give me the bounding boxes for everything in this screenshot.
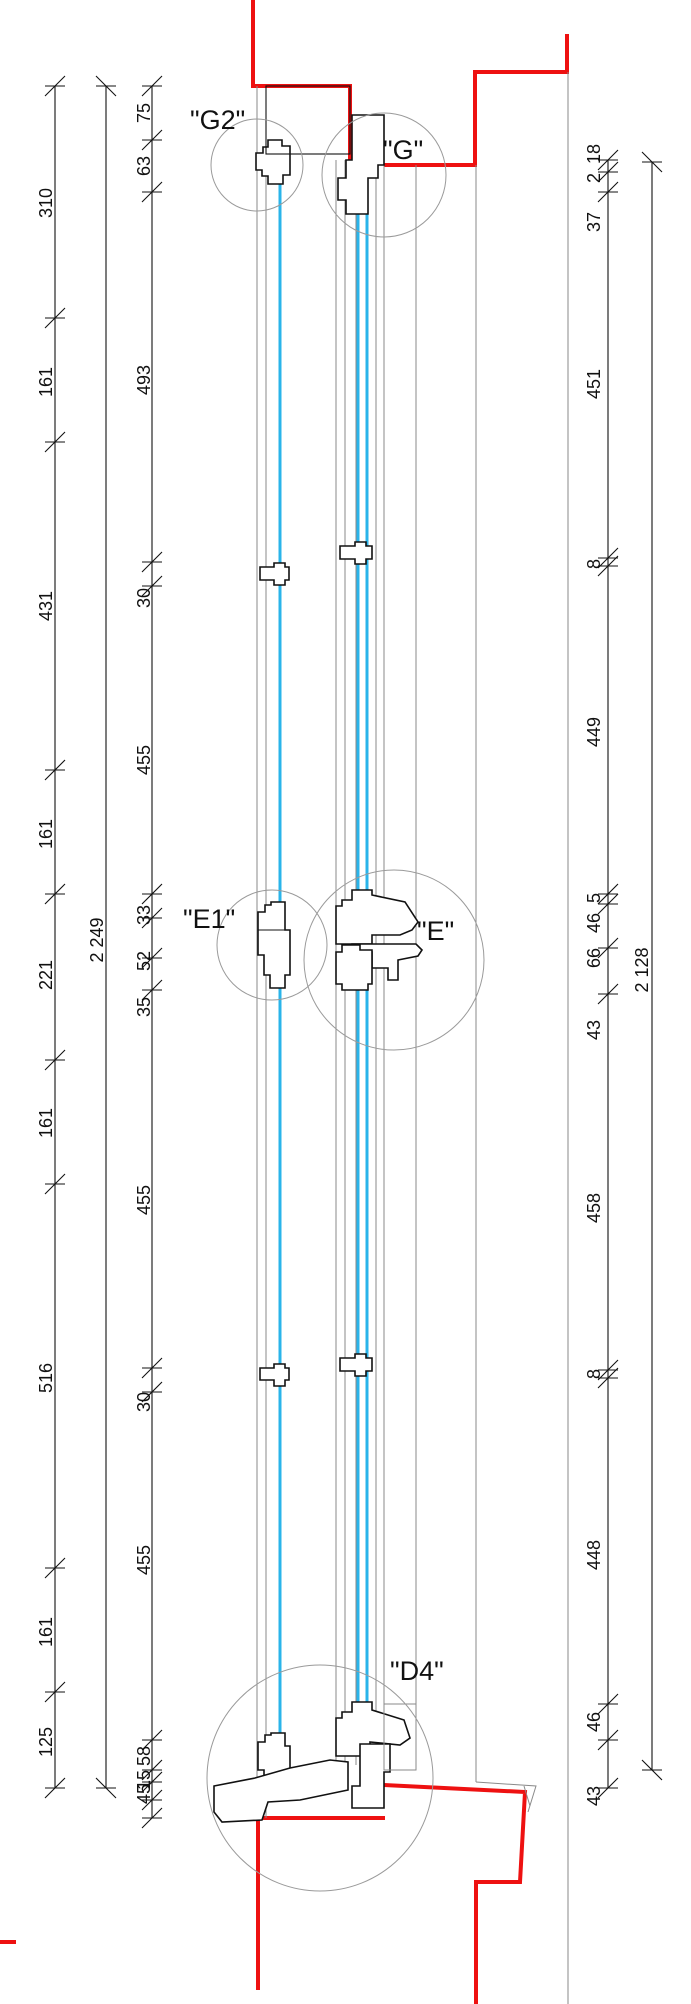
wall-top-left xyxy=(251,0,352,162)
dim-total-right-label: 2 128 xyxy=(632,947,652,992)
dim-left-outer-label-1: 161 xyxy=(36,367,56,397)
dim-left-inner-label-8: 455 xyxy=(134,1185,154,1215)
dim-total-right: 2 128 xyxy=(632,151,663,1781)
profile-g xyxy=(337,114,385,215)
glazing-bar-lower-left xyxy=(259,1363,290,1387)
profile-d4-sill xyxy=(213,1759,349,1823)
dim-right-inner-label-2: 37 xyxy=(584,212,604,232)
dim-right-inner-label-0: 2 xyxy=(584,173,604,183)
dim-left-outer-label-7: 161 xyxy=(36,1617,56,1647)
profiles xyxy=(213,85,537,1823)
dim-right-inner-label-1: 18 xyxy=(584,144,604,164)
callout-g2: "G2" xyxy=(190,105,245,135)
wall-outline xyxy=(0,0,569,2004)
dim-right-inner-label-5: 449 xyxy=(584,717,604,747)
dim-left-inner-label-11: 58 xyxy=(134,1746,154,1766)
dim-right-inner-label-4: 8 xyxy=(584,559,604,569)
dim-left-inner-label-0: 75 xyxy=(134,103,154,123)
detail-circle-g xyxy=(321,112,447,238)
dim-right-inner-label-8: 66 xyxy=(584,948,604,968)
detail-circle-d4 xyxy=(206,1664,434,1892)
profile-e-lower xyxy=(335,944,373,991)
detail-circles xyxy=(206,112,485,1892)
glazing-bar-upper-right xyxy=(339,541,373,565)
dim-total-left-label: 2 249 xyxy=(87,917,107,962)
dim-left-outer-label-2: 431 xyxy=(36,591,56,621)
dim-left-inner-label-3: 30 xyxy=(134,588,154,608)
dim-left-outer-label-4: 221 xyxy=(36,960,56,990)
detail-circle-e1 xyxy=(216,889,328,1001)
dim-left-inner-label-1: 63 xyxy=(134,156,154,176)
dim-left-inner-label-13: 45 xyxy=(134,1784,154,1804)
callout-e1: "E1" xyxy=(183,904,235,934)
profile-e xyxy=(335,889,419,945)
detail-circle-g2 xyxy=(210,118,304,212)
dim-total-left: 2 249 xyxy=(87,75,117,1799)
dim-left-inner-label-9: 30 xyxy=(134,1392,154,1412)
profile-g2 xyxy=(255,139,291,185)
dim-right-inner-label-3: 451 xyxy=(584,369,604,399)
dim-right-inner-label-7: 46 xyxy=(584,913,604,933)
dim-chain-right-inner: 2 18 37 451 8 449 5 46 66 43 458 8 448 46 43 xyxy=(584,144,619,1806)
dim-right-inner-label-9: 43 xyxy=(584,1020,604,1040)
callout-g: "G" xyxy=(383,135,423,165)
callout-d4: "D4" xyxy=(390,1656,444,1686)
wall-bottom-left xyxy=(256,1816,385,1990)
dim-left-inner-label-7: 35 xyxy=(134,997,154,1017)
detail-circle-e xyxy=(303,869,485,1051)
dim-left-inner-label-2: 493 xyxy=(134,365,154,395)
dim-left-inner-label-12: 15 xyxy=(134,1770,154,1790)
wall-bottom-right xyxy=(383,1783,528,2004)
dim-left-inner-label-4: 455 xyxy=(134,745,154,775)
dim-left-outer-label-8: 125 xyxy=(36,1727,56,1757)
dim-chain-left-outer: 310 161 431 161 221 161 516 161 125 xyxy=(36,75,66,1799)
dim-left-outer-label-3: 161 xyxy=(36,819,56,849)
profile-d4-inner xyxy=(351,1743,391,1809)
dim-left-inner-label-5: 33 xyxy=(134,905,154,925)
dim-left-inner-label-10: 455 xyxy=(134,1545,154,1575)
callout-labels: "G2" "G" "E1" "E" "D4" xyxy=(183,105,454,1686)
glazing-bar-lower-right xyxy=(339,1353,373,1377)
dim-right-inner-label-6: 5 xyxy=(584,893,604,903)
dim-left-outer-label-5: 161 xyxy=(36,1108,56,1138)
dim-right-inner-label-14: 43 xyxy=(584,1786,604,1806)
dim-right-inner-label-10: 458 xyxy=(584,1193,604,1223)
dim-right-inner-label-12: 448 xyxy=(584,1540,604,1570)
dim-left-outer-label-0: 310 xyxy=(36,188,56,218)
profile-e1 xyxy=(257,901,291,989)
profile-d4-frame xyxy=(335,1701,411,1757)
dim-left-outer-label-6: 516 xyxy=(36,1363,56,1393)
dim-left-inner-label-6: 52 xyxy=(134,951,154,971)
wall-top-right xyxy=(384,34,569,167)
frame-lines xyxy=(256,72,569,2004)
glazing-bar-upper-left xyxy=(259,562,290,586)
callout-e: "E" xyxy=(417,916,454,946)
dim-right-inner-label-13: 46 xyxy=(584,1712,604,1732)
dim-right-inner-label-11: 8 xyxy=(584,1369,604,1379)
